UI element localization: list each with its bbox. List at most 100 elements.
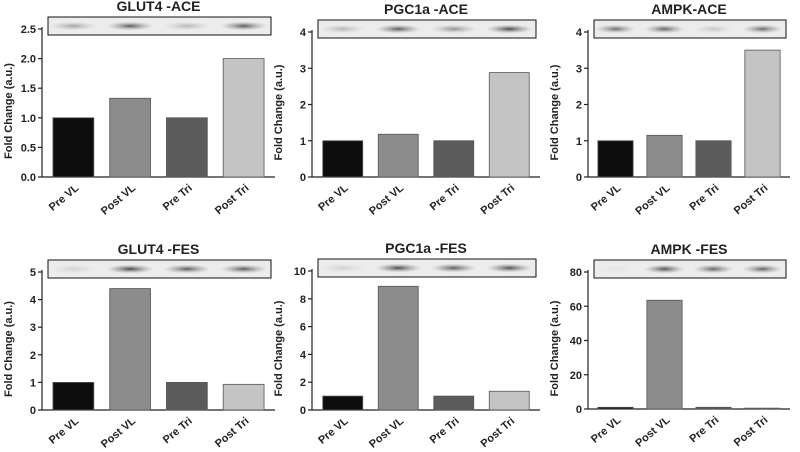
y-tick-label: 0 bbox=[300, 172, 306, 184]
y-axis-label: Fold Change (a.u.) bbox=[549, 300, 561, 396]
x-tick-label: Post VL bbox=[99, 415, 138, 451]
x-tick-label: Post Tri bbox=[732, 414, 771, 449]
panel: GLUT4 -FES Fold Change (a.u.) 0 1 2 3 4 5 Pre VL… bbox=[3, 241, 275, 451]
x-tick-label: Pre Tri bbox=[428, 182, 462, 213]
y-axis-label: Fold Change (a.u.) bbox=[3, 301, 15, 397]
x-tick-label: Post VL bbox=[367, 415, 406, 451]
blot-image bbox=[47, 259, 272, 279]
x-tick-label: Post Tri bbox=[213, 182, 252, 217]
x-tick-label: Pre VL bbox=[316, 415, 351, 447]
bar bbox=[488, 72, 530, 178]
panel: GLUT4 -ACE Fold Change (a.u.) 0.0 0.5 1.0 1.5… bbox=[3, 0, 275, 218]
panel-title: GLUT4 -FES bbox=[118, 241, 200, 257]
blot-band bbox=[485, 24, 533, 34]
bar bbox=[377, 133, 419, 178]
y-tick-label: 3 bbox=[30, 322, 36, 334]
blot-image bbox=[317, 258, 537, 278]
y-tick-label: 0 bbox=[576, 172, 582, 184]
y-tick-label: 5 bbox=[30, 267, 36, 279]
blot-band bbox=[374, 263, 422, 273]
blot-band bbox=[163, 264, 211, 274]
x-tick-label: Pre VL bbox=[589, 414, 624, 446]
blot-image bbox=[47, 16, 272, 36]
x-tick-label: Post VL bbox=[633, 182, 672, 218]
y-tick-label: 4 bbox=[300, 27, 307, 39]
y-tick-label: 40 bbox=[570, 336, 582, 348]
panel-title: PGC1a -FES bbox=[385, 240, 467, 256]
blot-band bbox=[741, 24, 784, 34]
x-tick-label: Post VL bbox=[99, 182, 138, 218]
bar bbox=[109, 97, 151, 178]
y-tick-label: 1.5 bbox=[21, 83, 36, 95]
blot-band bbox=[430, 24, 478, 34]
blot-band bbox=[741, 264, 784, 274]
panel: AMPK-ACE Fold Change (a.u.) 0 1 2 3 4 Pre VL Pos… bbox=[549, 1, 790, 218]
blot-band bbox=[594, 264, 637, 274]
y-tick-label: 3 bbox=[576, 63, 582, 75]
x-tick-label: Post Tri bbox=[479, 415, 518, 450]
y-tick-label: 10 bbox=[294, 266, 306, 278]
y-tick-label: 4 bbox=[576, 27, 583, 39]
y-tick-label: 3 bbox=[300, 63, 306, 75]
bar bbox=[52, 117, 95, 178]
blot-band bbox=[643, 24, 686, 34]
blot-band bbox=[106, 21, 154, 31]
bar bbox=[322, 395, 364, 411]
y-tick-label: 2 bbox=[30, 350, 36, 362]
y-tick-label: 60 bbox=[570, 301, 582, 313]
blot-band bbox=[49, 264, 98, 274]
bar bbox=[695, 406, 732, 410]
y-tick-label: 2 bbox=[576, 100, 582, 112]
bar bbox=[166, 381, 208, 411]
y-tick-label: 2.0 bbox=[21, 54, 36, 66]
blot-band bbox=[219, 21, 268, 31]
bar bbox=[646, 299, 683, 410]
blot-image bbox=[593, 19, 787, 39]
bar bbox=[597, 406, 634, 410]
bar bbox=[109, 288, 151, 411]
bar bbox=[222, 58, 265, 178]
x-tick-label: Pre VL bbox=[47, 415, 82, 447]
bar bbox=[597, 140, 634, 178]
blot-band bbox=[430, 263, 478, 273]
bar bbox=[488, 390, 530, 411]
blot-band bbox=[319, 24, 367, 34]
x-tick-label: Pre Tri bbox=[687, 414, 721, 445]
panel-title: AMPK -FES bbox=[651, 241, 728, 257]
x-tick-label: Post Tri bbox=[732, 182, 771, 217]
blot-band bbox=[163, 21, 211, 31]
y-tick-label: 20 bbox=[570, 370, 582, 382]
blot-band bbox=[319, 263, 367, 273]
blot-band bbox=[49, 21, 98, 31]
y-tick-label: 2 bbox=[300, 100, 306, 112]
x-tick-label: Pre VL bbox=[47, 182, 82, 214]
bar bbox=[322, 140, 364, 178]
blot-band bbox=[692, 24, 735, 34]
blot-band bbox=[485, 263, 533, 273]
blot-band bbox=[692, 264, 735, 274]
y-axis-label: Fold Change (a.u.) bbox=[3, 63, 15, 159]
y-tick-label: 2.5 bbox=[21, 24, 36, 36]
bar bbox=[744, 49, 781, 178]
x-tick-label: Post VL bbox=[633, 414, 672, 450]
y-tick-label: 1 bbox=[30, 377, 36, 389]
blot-band bbox=[594, 24, 637, 34]
x-tick-label: Post Tri bbox=[213, 415, 252, 450]
bar bbox=[646, 134, 683, 178]
bar bbox=[433, 395, 475, 411]
y-tick-label: 1 bbox=[576, 136, 582, 148]
blot-band bbox=[374, 24, 422, 34]
bar bbox=[52, 381, 95, 411]
x-tick-label: Pre VL bbox=[316, 182, 351, 214]
y-axis-label: Fold Change (a.u.) bbox=[273, 64, 285, 160]
y-tick-label: 80 bbox=[570, 267, 582, 279]
bar bbox=[744, 407, 781, 410]
x-tick-label: Pre Tri bbox=[161, 182, 195, 213]
y-tick-label: 0.0 bbox=[21, 172, 36, 184]
panel-title: AMPK-ACE bbox=[651, 1, 726, 17]
blot-image bbox=[317, 19, 537, 39]
bar bbox=[377, 285, 419, 411]
blot-band bbox=[219, 264, 268, 274]
y-tick-label: 0.5 bbox=[21, 142, 36, 154]
